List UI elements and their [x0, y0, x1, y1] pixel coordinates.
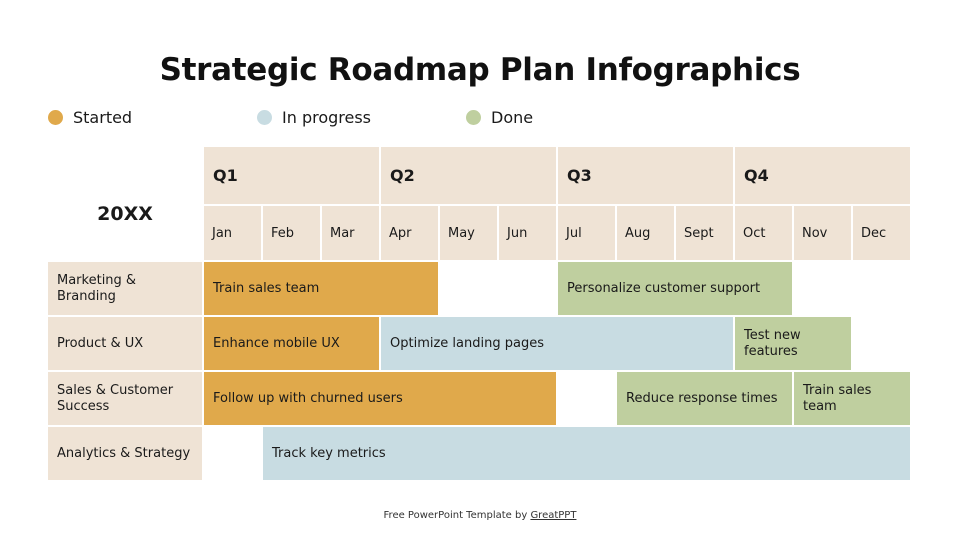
month-header-jun: Jun	[499, 206, 556, 260]
legend-label: Started	[73, 107, 133, 127]
month-header-may: May	[440, 206, 497, 260]
month-header-mar: Mar	[322, 206, 379, 260]
legend-label: In progress	[282, 107, 372, 127]
task-bar[interactable]: Optimize landing pages	[381, 317, 733, 370]
row-label: Marketing & Branding	[48, 262, 202, 315]
page-title: Strategic Roadmap Plan Infographics	[159, 52, 801, 88]
footer-link[interactable]: GreatPPT	[530, 510, 577, 521]
row-label: Product & UX	[48, 317, 202, 370]
row-label: Sales & Customer Success	[48, 372, 202, 425]
task-bar[interactable]: Enhance mobile UX	[204, 317, 379, 370]
legend-item-started: Started	[48, 107, 132, 127]
quarter-header-q1: Q1	[204, 147, 379, 204]
task-bar[interactable]: Track key metrics	[263, 427, 910, 480]
legend-dot-icon	[466, 109, 481, 125]
task-bar[interactable]: Personalize customer support	[558, 262, 792, 315]
month-header-feb: Feb	[263, 206, 320, 260]
row-label: Analytics & Strategy	[48, 427, 202, 480]
task-bar[interactable]: Follow up with churned users	[204, 372, 556, 425]
task-bar[interactable]: Train sales team	[794, 372, 910, 425]
legend-dot-icon	[257, 109, 272, 125]
month-header-apr: Apr	[381, 206, 438, 260]
footer-text: Free PowerPoint Template by	[383, 510, 528, 521]
quarter-header-q2: Q2	[381, 147, 556, 204]
month-header-jan: Jan	[204, 206, 261, 260]
month-header-jul: Jul	[558, 206, 615, 260]
task-bar[interactable]: Reduce response times	[617, 372, 792, 425]
legend-label: Done	[491, 107, 534, 127]
legend-item-done: Done	[466, 107, 533, 127]
quarter-header-q4: Q4	[735, 147, 910, 204]
month-header-nov: Nov	[794, 206, 851, 260]
month-header-aug: Aug	[617, 206, 674, 260]
year-label: 20XX	[97, 203, 153, 225]
footer: Free PowerPoint Template by GreatPPT	[0, 510, 960, 521]
legend-dot-icon	[48, 109, 63, 125]
task-bar[interactable]: Test new features	[735, 317, 851, 370]
quarter-header-q3: Q3	[558, 147, 733, 204]
month-header-sept: Sept	[676, 206, 733, 260]
task-bar[interactable]: Train sales team	[204, 262, 438, 315]
legend-item-in-progress: In progress	[257, 107, 371, 127]
month-header-dec: Dec	[853, 206, 910, 260]
month-header-oct: Oct	[735, 206, 792, 260]
